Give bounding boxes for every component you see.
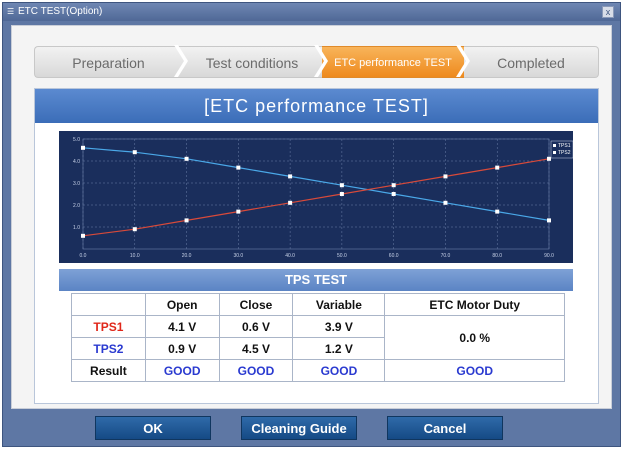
data-point bbox=[443, 174, 448, 179]
step-indicator: Preparation Test conditions ETC performa… bbox=[34, 45, 599, 78]
plot-area bbox=[82, 138, 550, 250]
y-tick-label: 4.0 bbox=[73, 159, 80, 165]
x-tick-label: 0.0 bbox=[80, 253, 87, 259]
step-preparation: Preparation bbox=[34, 46, 182, 78]
series-line-tps2 bbox=[82, 158, 550, 237]
close-button[interactable]: x bbox=[602, 6, 614, 18]
tps2-open-value: 0.9 V bbox=[144, 337, 220, 360]
row-label-result: Result bbox=[71, 359, 146, 382]
test-panel: [ETC performance TEST] 1.0 2.0 3.0 4.0 5.0 0.… bbox=[34, 88, 599, 404]
legend-label: TPS1 bbox=[558, 143, 571, 149]
data-point bbox=[81, 145, 85, 150]
title-bar: ☰ ETC TEST(Option) x bbox=[3, 3, 620, 21]
step-completed: Completed bbox=[464, 46, 599, 78]
data-point bbox=[236, 209, 241, 214]
data-point bbox=[391, 192, 396, 196]
header-etc-motor-duty: ETC Motor Duty bbox=[384, 293, 565, 316]
table-row: TPS1 4.1 V 0.6 V 3.9 V 0.0 % bbox=[71, 315, 565, 360]
legend-marker bbox=[553, 151, 556, 154]
data-point bbox=[495, 209, 500, 214]
y-tick-label: 3.0 bbox=[73, 181, 80, 187]
y-tick-label: 2.0 bbox=[73, 203, 80, 209]
header-variable: Variable bbox=[292, 293, 386, 316]
step-test-conditions: Test conditions bbox=[182, 46, 322, 78]
data-point bbox=[443, 200, 448, 205]
step-arrow-icon bbox=[174, 45, 188, 77]
tps-test-table: Open Close Variable ETC Motor Duty TPS1 … bbox=[71, 293, 565, 382]
tps-chart: 1.0 2.0 3.0 4.0 5.0 0.0 10.0 20.0 30.0 40.0 50.0 60… bbox=[59, 131, 574, 263]
content-area: Preparation Test conditions ETC performa… bbox=[11, 25, 612, 409]
data-point bbox=[495, 165, 500, 170]
x-tick-label: 20.0 bbox=[182, 253, 192, 259]
window-title: ETC TEST(Option) bbox=[18, 6, 103, 17]
result-close: GOOD bbox=[218, 359, 294, 382]
data-point bbox=[391, 183, 396, 188]
tps-chart-svg: 1.0 2.0 3.0 4.0 5.0 0.0 10.0 20.0 30.0 40.0 50.0 60… bbox=[73, 137, 574, 259]
window-menu-icon[interactable]: ☰ bbox=[7, 7, 15, 16]
x-tick-label: 40.0 bbox=[285, 253, 295, 259]
tps2-close-value: 4.5 V bbox=[218, 337, 294, 360]
tps2-variable-value: 1.2 V bbox=[292, 337, 386, 360]
data-point bbox=[132, 227, 137, 232]
data-point bbox=[184, 218, 189, 223]
series-line-tps1 bbox=[82, 147, 550, 221]
x-tick-label: 50.0 bbox=[337, 253, 347, 259]
table-header-row: Open Close Variable ETC Motor Duty bbox=[71, 293, 565, 316]
table-row: Result GOOD GOOD GOOD GOOD bbox=[71, 359, 565, 382]
panel-title: [ETC performance TEST] bbox=[35, 89, 598, 123]
row-label-tps2: TPS2 bbox=[71, 337, 146, 360]
data-point bbox=[288, 200, 293, 205]
tps1-close-value: 0.6 V bbox=[218, 315, 294, 338]
y-tick-label: 5.0 bbox=[73, 137, 80, 143]
motor-duty-value: 0.0 % bbox=[384, 315, 565, 360]
legend-marker bbox=[553, 144, 556, 147]
result-open: GOOD bbox=[144, 359, 220, 382]
header-close: Close bbox=[218, 293, 294, 316]
tps1-open-value: 4.1 V bbox=[144, 315, 220, 338]
ok-button[interactable]: OK bbox=[95, 416, 211, 440]
data-point bbox=[547, 156, 551, 161]
data-point bbox=[288, 174, 293, 179]
x-tick-label: 90.0 bbox=[544, 253, 554, 259]
data-point bbox=[339, 192, 344, 196]
table-title: TPS TEST bbox=[59, 269, 573, 291]
result-variable: GOOD bbox=[292, 359, 386, 382]
x-tick-label: 60.0 bbox=[389, 253, 399, 259]
data-point bbox=[184, 156, 189, 161]
result-duty: GOOD bbox=[384, 359, 565, 382]
data-point bbox=[81, 233, 85, 238]
data-point bbox=[132, 150, 137, 155]
step-etc-performance-test: ETC performance TEST bbox=[322, 46, 464, 78]
x-tick-label: 80.0 bbox=[492, 253, 502, 259]
cancel-button[interactable]: Cancel bbox=[387, 416, 503, 440]
step-arrow-icon bbox=[314, 45, 328, 77]
x-tick-label: 70.0 bbox=[441, 253, 451, 259]
legend-label: TPS2 bbox=[558, 150, 571, 156]
x-tick-label: 10.0 bbox=[130, 253, 140, 259]
row-label-tps1: TPS1 bbox=[71, 315, 146, 338]
data-point bbox=[339, 183, 344, 188]
data-point bbox=[236, 165, 241, 170]
header-open: Open bbox=[144, 293, 220, 316]
header-blank-cell bbox=[71, 293, 146, 316]
step-arrow-icon bbox=[456, 45, 470, 77]
y-tick-label: 1.0 bbox=[73, 225, 80, 231]
tps1-variable-value: 3.9 V bbox=[292, 315, 386, 338]
data-point bbox=[547, 218, 551, 223]
x-tick-label: 30.0 bbox=[233, 253, 243, 259]
cleaning-guide-button[interactable]: Cleaning Guide bbox=[241, 416, 357, 440]
